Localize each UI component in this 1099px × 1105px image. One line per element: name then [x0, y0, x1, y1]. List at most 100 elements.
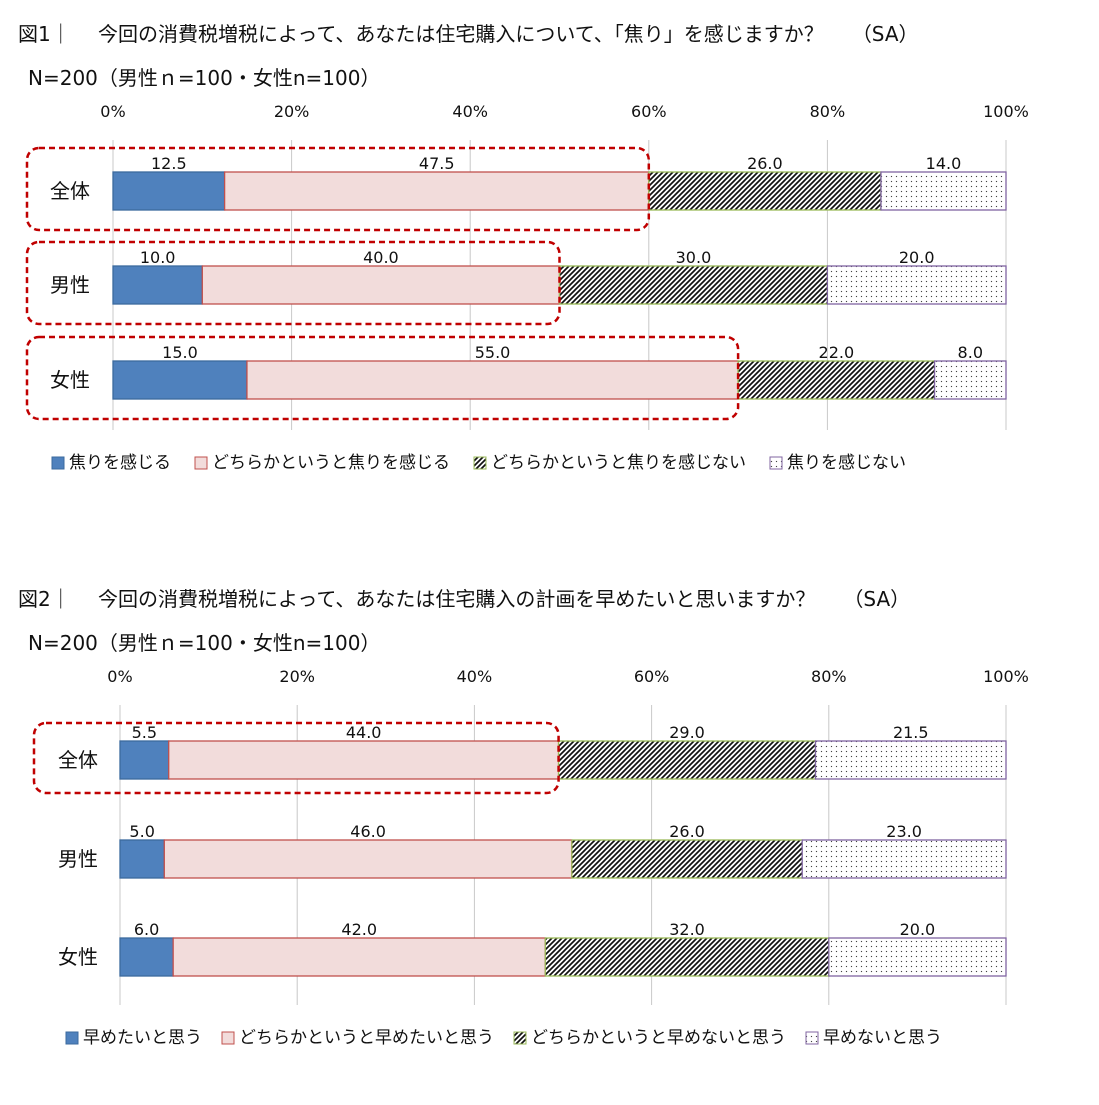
- x-tick-label: 0%: [100, 102, 125, 121]
- x-tick-label: 80%: [810, 102, 846, 121]
- bar-segment: [544, 937, 830, 977]
- figure-1-question: 今回の消費税増税によって、あなたは住宅購入について、「焦り」を感じますか？: [98, 22, 824, 46]
- legend-swatch: [194, 456, 208, 470]
- data-label: 46.0: [350, 822, 386, 841]
- highlight-box: [25, 240, 561, 326]
- legend-swatch: [473, 456, 487, 470]
- data-label: 55.0: [475, 343, 511, 362]
- data-label: 6.0: [134, 920, 159, 939]
- bar-segment: [119, 740, 170, 780]
- figure-1-label: 図1｜: [18, 22, 71, 46]
- x-tick-label: 80%: [811, 667, 847, 686]
- data-label: 44.0: [346, 723, 382, 742]
- bar-segment: [814, 740, 1007, 780]
- data-label: 29.0: [669, 723, 705, 742]
- legend-swatch: [805, 1031, 819, 1045]
- legend-swatch: [51, 456, 65, 470]
- legend-swatch: [221, 1031, 235, 1045]
- bar-segment: [571, 839, 803, 879]
- x-tick-label: 60%: [631, 102, 667, 121]
- data-label: 47.5: [419, 154, 455, 173]
- legend-label: どちらかというと焦りを感じる: [212, 453, 450, 473]
- x-tick-label: 40%: [457, 667, 493, 686]
- bar-segment: [933, 360, 1007, 400]
- bar-segment: [172, 937, 546, 977]
- data-label: 15.0: [162, 343, 198, 362]
- bar-segment: [112, 265, 203, 305]
- figure-2-label: 図2｜: [18, 587, 71, 611]
- bar-segment: [112, 171, 226, 211]
- bar-segment: [112, 360, 248, 400]
- bar-segment: [119, 937, 174, 977]
- data-label: 21.5: [893, 723, 929, 742]
- legend-label: 早めたいと思う: [83, 1028, 202, 1048]
- x-tick-label: 40%: [452, 102, 488, 121]
- data-label: 20.0: [899, 248, 935, 267]
- x-tick-label: 20%: [279, 667, 315, 686]
- legend-label: どちらかというと早めたいと思う: [239, 1028, 494, 1048]
- data-label: 26.0: [669, 822, 705, 841]
- legend-label: どちらかというと焦りを感じない: [491, 453, 746, 473]
- x-tick-label: 60%: [634, 667, 670, 686]
- figure-2: 図2｜ 今回の消費税増税によって、あなたは住宅購入の計画を早めたいと思いますか？ （…: [0, 565, 1099, 1105]
- figure-1-sample-size: N=200（男性ｎ=100・女性n=100）: [28, 66, 381, 90]
- legend-label: 焦りを感じる: [69, 453, 171, 473]
- data-label: 40.0: [363, 248, 399, 267]
- data-label: 32.0: [669, 920, 705, 939]
- figure-1-sa: （SA）: [851, 22, 919, 46]
- highlight-box: [25, 146, 651, 232]
- bar-segment: [246, 360, 739, 400]
- bar-segment: [737, 360, 936, 400]
- bar-segment: [119, 839, 165, 879]
- category-label: 女性: [50, 368, 90, 392]
- bar-segment: [557, 740, 817, 780]
- bar-segment: [201, 265, 561, 305]
- data-label: 10.0: [140, 248, 176, 267]
- figure-2-title: 図2｜ 今回の消費税増税によって、あなたは住宅購入の計画を早めたいと思いますか？ （…: [18, 583, 910, 612]
- data-label: 23.0: [886, 822, 922, 841]
- data-label: 12.5: [151, 154, 187, 173]
- highlight-box: [25, 335, 740, 421]
- data-label: 30.0: [676, 248, 712, 267]
- figure-2-sample-size: N=200（男性ｎ=100・女性n=100）: [28, 631, 381, 655]
- figure-1: 図1｜ 今回の消費税増税によって、あなたは住宅購入について、「焦り」を感じますか？…: [0, 0, 1099, 520]
- data-label: 14.0: [926, 154, 962, 173]
- bar-segment: [223, 171, 650, 211]
- x-tick-label: 100%: [983, 102, 1029, 121]
- bar-segment: [163, 839, 573, 879]
- bar-segment: [648, 171, 882, 211]
- legend-label: どちらかというと早めないと思う: [531, 1028, 786, 1048]
- data-label: 5.5: [132, 723, 157, 742]
- bar-segment: [168, 740, 560, 780]
- figure-2-question: 今回の消費税増税によって、あなたは住宅購入の計画を早めたいと思いますか？: [98, 587, 816, 611]
- category-label: 男性: [58, 847, 98, 871]
- bar-segment: [880, 171, 1007, 211]
- bar-segment: [558, 265, 829, 305]
- legend-swatch: [769, 456, 783, 470]
- legend-swatch: [65, 1031, 79, 1045]
- data-label: 20.0: [900, 920, 936, 939]
- x-tick-label: 0%: [107, 667, 132, 686]
- figure-2-sa: （SA）: [843, 587, 911, 611]
- legend-swatch: [513, 1031, 527, 1045]
- data-label: 5.0: [129, 822, 154, 841]
- x-tick-label: 100%: [983, 667, 1029, 686]
- data-label: 22.0: [819, 343, 855, 362]
- category-label: 男性: [50, 273, 90, 297]
- category-label: 全体: [58, 748, 98, 772]
- legend-label: 焦りを感じない: [787, 453, 906, 473]
- bar-segment: [801, 839, 1007, 879]
- figure-2-chart: 0% 20% 40% 60% 80% 100% 5.5 44.0 29.0 21.5 全体 5.0 46…: [32, 667, 1029, 1048]
- figure-1-title: 図1｜ 今回の消費税増税によって、あなたは住宅購入について、「焦り」を感じますか？…: [18, 18, 919, 47]
- highlight-box: [32, 721, 560, 795]
- bar-segment: [826, 265, 1007, 305]
- legend-label: 早めないと思う: [823, 1028, 942, 1048]
- bar-segment: [828, 937, 1007, 977]
- figure-1-chart: 0% 20% 40% 60% 80% 100% 12.5 47.5 26.0 14.0 全体 10.0…: [25, 102, 1029, 473]
- category-label: 女性: [58, 945, 98, 969]
- data-label: 26.0: [747, 154, 783, 173]
- category-label: 全体: [50, 179, 90, 203]
- data-label: 8.0: [958, 343, 983, 362]
- x-tick-label: 20%: [274, 102, 310, 121]
- data-label: 42.0: [341, 920, 377, 939]
